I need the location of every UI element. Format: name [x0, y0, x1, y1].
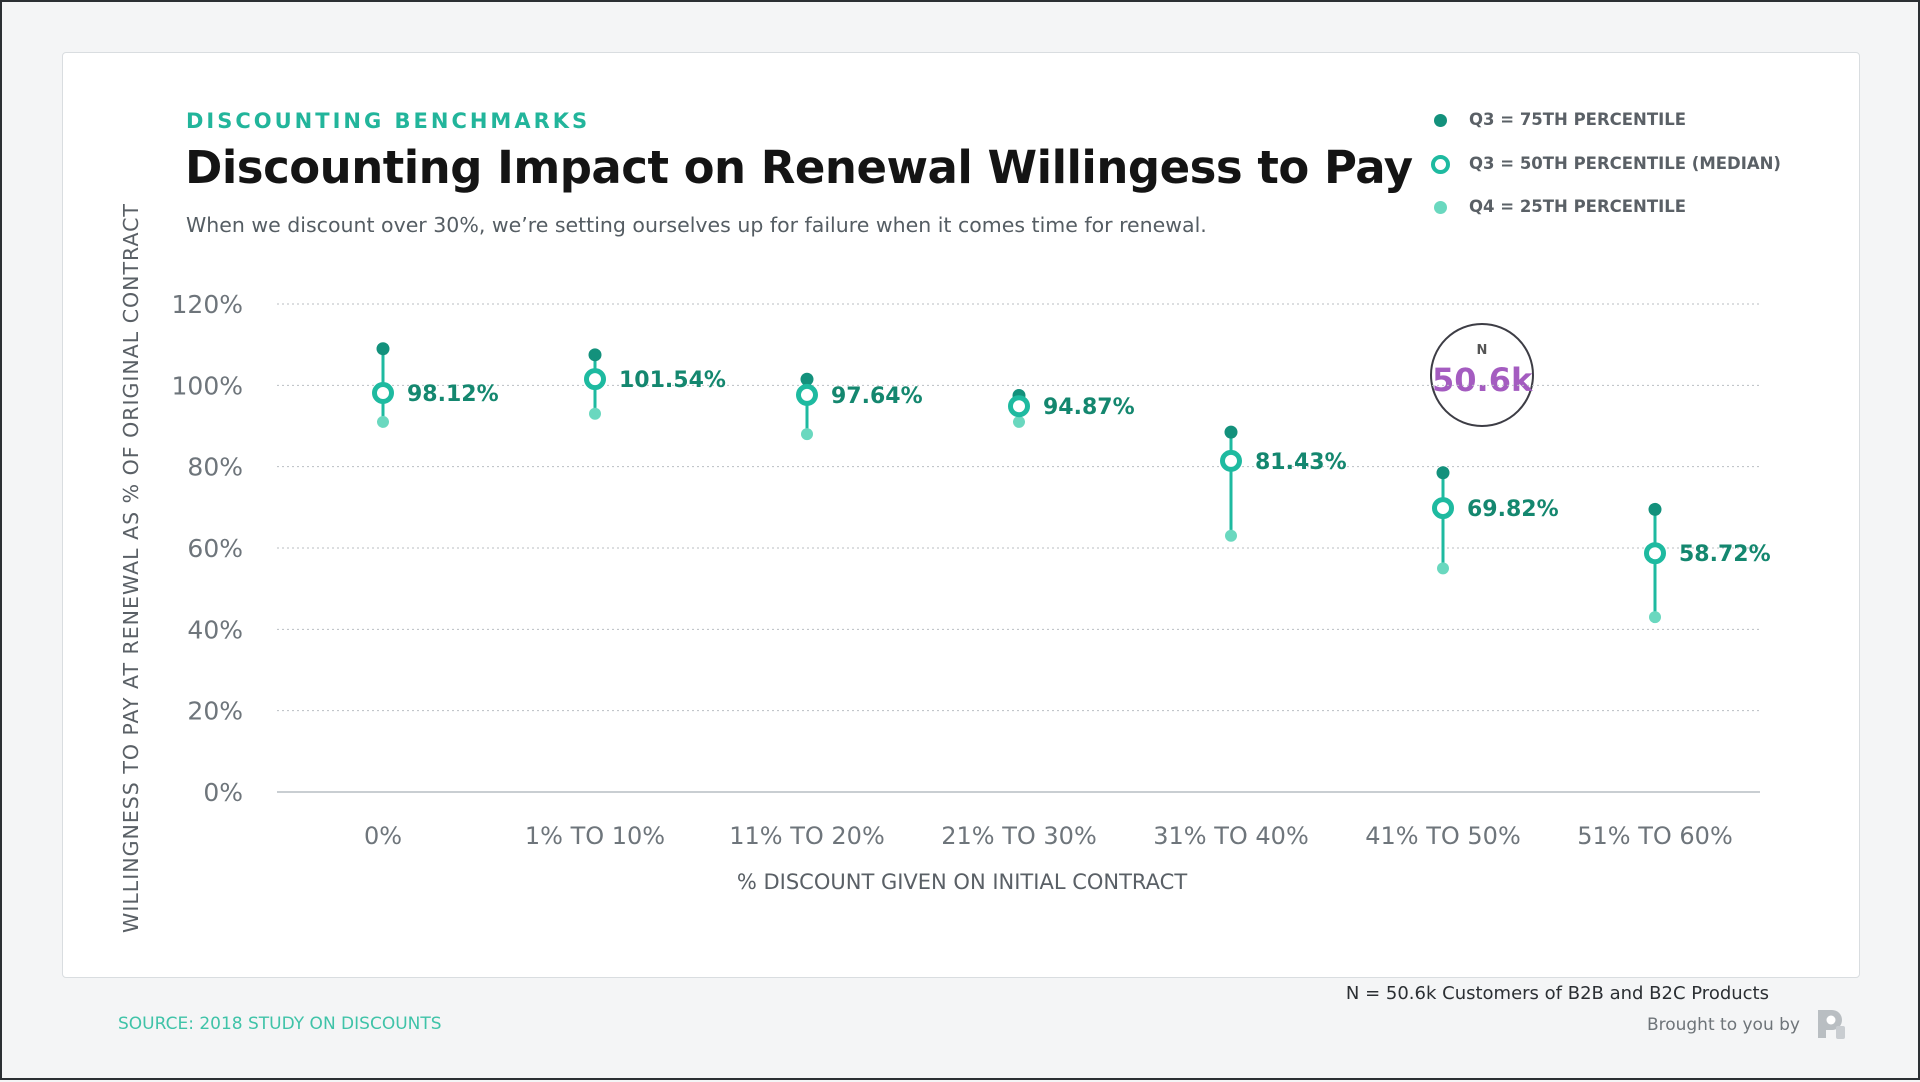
x-tick-label: 51% TO 60% [1577, 822, 1733, 850]
median-value-label: 81.43% [1255, 450, 1347, 475]
median-point [372, 381, 394, 404]
y-tick-label: 0% [203, 778, 243, 807]
legend-item-q75: Q3 = 75TH PERCENTILE [1428, 108, 1848, 132]
legend-item-median: Q3 = 50TH PERCENTILE (MEDIAN) [1428, 152, 1848, 176]
median-value-label: 58.72% [1679, 542, 1771, 567]
legend-label: Q3 = 75TH PERCENTILE [1469, 110, 1687, 129]
x-tick-label: 41% TO 50% [1365, 822, 1521, 850]
y-axis-title: WILLINGNESS TO PAY AT RENEWAL AS % OF OR… [119, 203, 143, 933]
legend-label: Q4 = 25TH PERCENTILE [1469, 197, 1687, 216]
y-tick-label: 20% [187, 697, 243, 726]
chart-eyebrow: DISCOUNTING BENCHMARKS [186, 109, 591, 133]
x-tick-label: 0% [364, 822, 402, 850]
q75-point [588, 348, 602, 362]
brand-logo-icon [1818, 1010, 1845, 1039]
chart-title: Discounting Impact on Renewal Willingess… [185, 141, 1413, 194]
median-point [1644, 542, 1666, 565]
source-note: SOURCE: 2018 STUDY ON DISCOUNTS [118, 1014, 442, 1034]
legend-label: Q3 = 50TH PERCENTILE (MEDIAN) [1469, 154, 1781, 173]
q25-point [1649, 611, 1661, 624]
x-tick-label: 31% TO 40% [1153, 822, 1309, 850]
y-tick-label: 80% [187, 453, 243, 482]
y-tick-label: 100% [172, 371, 243, 400]
q25-point [1437, 562, 1449, 575]
x-tick-label: 11% TO 20% [729, 822, 885, 850]
median-point [1220, 449, 1242, 472]
median-point [1432, 497, 1454, 520]
q25-point [1013, 415, 1025, 428]
legend-ring-icon [1431, 155, 1450, 174]
x-tick-label: 21% TO 30% [941, 822, 1097, 850]
median-value-label: 97.64% [831, 384, 923, 409]
chart-card: DISCOUNTING BENCHMARKS Discounting Impac… [62, 52, 1860, 1004]
y-tick-label: 40% [187, 615, 243, 644]
q25-point [1225, 529, 1237, 542]
median-point [796, 383, 818, 406]
q25-point [589, 407, 601, 420]
legend-dot-icon [1434, 114, 1447, 127]
brought-by-text: Brought to you by [1646, 1015, 1800, 1035]
median-point [584, 368, 606, 391]
sample-size-badge: N 50.6k [1430, 323, 1534, 427]
q25-point [377, 415, 389, 428]
median-value-label: 101.54% [619, 368, 726, 393]
x-axis-title: % DISCOUNT GIVEN ON INITIAL CONTRACT [737, 870, 1187, 894]
q75-point [1436, 466, 1450, 480]
q75-point [376, 342, 390, 356]
q25-point [801, 428, 813, 441]
badge-value: 50.6k [1432, 361, 1533, 399]
chart-subtitle: When we discount over 30%, we’re setting… [186, 213, 1207, 237]
median-value-label: 94.87% [1043, 395, 1135, 420]
legend-dot-icon [1434, 201, 1447, 214]
q75-point [1224, 425, 1238, 439]
x-tick-label: 1% TO 10% [525, 822, 665, 850]
y-tick-label: 60% [187, 534, 243, 563]
y-tick-label: 120% [172, 290, 243, 319]
median-value-label: 98.12% [407, 382, 499, 407]
badge-label: N [1476, 343, 1488, 358]
median-point [1008, 395, 1030, 418]
median-value-label: 69.82% [1467, 497, 1559, 522]
q75-point [1648, 502, 1662, 516]
legend-item-q25: Q4 = 25TH PERCENTILE [1428, 195, 1848, 219]
q75-point [800, 372, 814, 386]
footnote: N = 50.6k Customers of B2B and B2C Produ… [1345, 983, 1769, 1004]
